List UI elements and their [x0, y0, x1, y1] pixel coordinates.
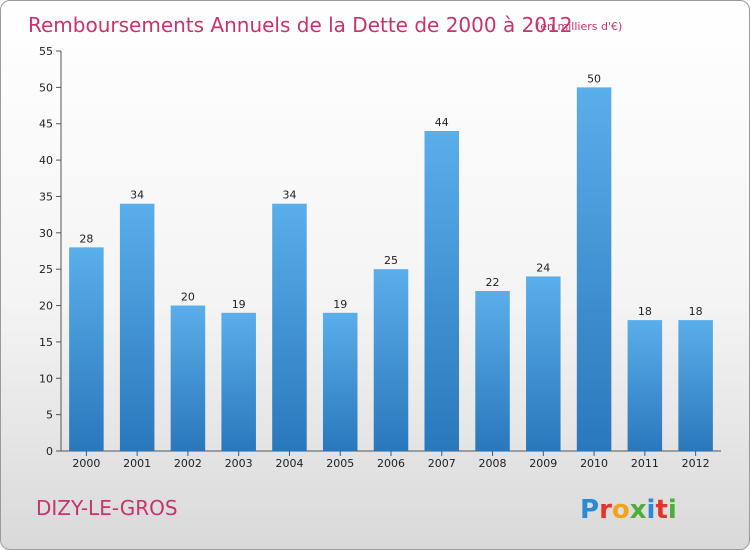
bar: [526, 276, 561, 451]
x-tick-label: 2011: [631, 457, 659, 470]
commune-name: DIZY-LE-GROS: [36, 496, 178, 520]
logo-letter: i: [668, 495, 677, 525]
bar: [119, 203, 155, 451]
x-tick-label: 2009: [529, 457, 557, 470]
bar: [69, 247, 104, 451]
bar: [576, 87, 612, 451]
bar: [221, 312, 256, 451]
x-tick-label: 2001: [123, 457, 151, 470]
proxiti-logo: Proxiti: [580, 495, 677, 525]
logo-letter: x: [630, 495, 647, 525]
data-label: 50: [587, 72, 601, 85]
logo-letter: P: [580, 495, 599, 525]
data-label: 24: [536, 261, 550, 274]
x-tick-label: 2008: [479, 457, 507, 470]
x-tick-label: 2002: [174, 457, 202, 470]
data-label: 18: [638, 305, 652, 318]
x-tick-label: 2005: [326, 457, 354, 470]
bar: [373, 269, 409, 451]
chart-unit: (en milliers d'€): [536, 20, 622, 33]
y-tick-label: 35: [39, 190, 53, 203]
plot-area: 0 5 10 15 20 25 30 35 40 45 50 55 28 2000 34 2001 20 2002…: [39, 45, 721, 470]
data-label: 34: [130, 189, 144, 202]
logo-letter: t: [655, 495, 667, 525]
bar: [678, 320, 713, 451]
logo-letter: o: [612, 495, 630, 525]
data-label: 28: [79, 232, 93, 245]
data-label: 34: [282, 189, 296, 202]
y-tick-label: 25: [39, 263, 53, 276]
data-label: 22: [486, 276, 500, 289]
y-tick-label: 45: [39, 118, 53, 131]
x-tick-label: 2007: [428, 457, 456, 470]
y-tick-label: 20: [39, 300, 53, 313]
x-tick-label: 2006: [377, 457, 405, 470]
data-label: 20: [181, 291, 195, 304]
x-tick-label: 2000: [72, 457, 100, 470]
x-tick-label: 2003: [225, 457, 253, 470]
data-label: 44: [435, 116, 449, 129]
x-tick-label: 2010: [580, 457, 608, 470]
bar: [424, 131, 460, 451]
logo-letter: r: [599, 495, 612, 525]
bar: [170, 305, 206, 451]
y-tick-label: 40: [39, 154, 53, 167]
bar: [627, 320, 663, 451]
x-tick-label: 2012: [682, 457, 710, 470]
y-tick-label: 30: [39, 227, 53, 240]
data-label: 25: [384, 254, 398, 267]
y-tick-label: 0: [46, 445, 53, 458]
bar: [272, 203, 307, 451]
data-label: 18: [689, 305, 703, 318]
y-tick-label: 5: [46, 409, 53, 422]
y-tick-label: 15: [39, 336, 53, 349]
logo-letter: i: [647, 495, 656, 525]
data-label: 19: [333, 298, 347, 311]
chart-title: Remboursements Annuels de la Dette de 20…: [28, 13, 572, 37]
y-tick-label: 55: [39, 45, 53, 58]
y-tick-label: 10: [39, 372, 53, 385]
bar: [475, 291, 510, 451]
bar: [322, 312, 358, 451]
x-tick-label: 2004: [275, 457, 303, 470]
data-label: 19: [232, 298, 246, 311]
y-tick-label: 50: [39, 81, 53, 94]
